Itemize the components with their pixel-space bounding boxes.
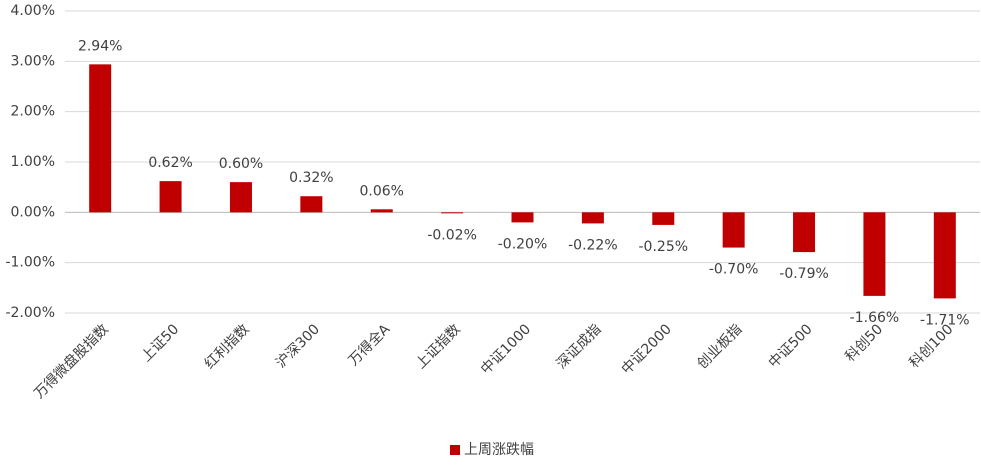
data-label: -0.70% (709, 262, 759, 278)
bar (722, 212, 745, 248)
y-tick-label: -1.00% (5, 255, 55, 271)
x-tick-label: 科创100 (906, 321, 956, 371)
x-tick-label: 上证指数 (413, 321, 464, 372)
x-tick-label: 深证成指 (554, 321, 605, 372)
x-tick-label: 中证500 (766, 321, 816, 371)
y-tick-label: 4.00% (11, 3, 55, 19)
data-label: -0.20% (498, 236, 548, 252)
bar (652, 212, 675, 225)
data-label: -1.66% (850, 310, 900, 326)
bar (300, 196, 323, 213)
data-label: 0.32% (289, 170, 333, 186)
legend-swatch (450, 445, 460, 455)
x-tick-label: 中证2000 (619, 321, 675, 377)
y-tick-label: 2.00% (11, 104, 55, 120)
data-label: -0.79% (779, 266, 829, 282)
x-tick-label: 万得微盘股指数 (31, 321, 112, 402)
bar (89, 64, 112, 213)
y-tick-label: 3.00% (11, 53, 55, 69)
data-label: 0.06% (359, 183, 403, 199)
bar (229, 182, 252, 213)
x-tick-label: 中证1000 (478, 321, 534, 377)
y-tick-label: -2.00% (5, 305, 55, 321)
x-tick-label: 科创50 (842, 321, 886, 365)
bar (793, 212, 816, 253)
data-label: -0.25% (639, 239, 689, 255)
data-label: 2.94% (78, 38, 122, 54)
bar (933, 212, 956, 299)
bar (863, 212, 886, 296)
y-tick-label: 1.00% (11, 154, 55, 170)
x-tick-label: 红利指数 (202, 321, 253, 372)
data-label: 0.60% (219, 156, 263, 172)
data-label: -1.71% (920, 312, 970, 328)
bar (581, 212, 604, 224)
x-tick-label: 创业板指 (694, 321, 745, 372)
data-label: 0.62% (148, 155, 192, 171)
x-tick-label: 上证50 (139, 321, 183, 365)
data-label: -0.22% (568, 237, 618, 253)
bar (370, 209, 393, 213)
data-label: -0.02% (427, 227, 477, 243)
x-tick-label: 万得全A (345, 320, 394, 369)
bar (511, 212, 534, 223)
x-tick-label: 沪深300 (273, 321, 323, 371)
y-tick-label: 0.00% (11, 204, 55, 220)
bar (159, 181, 182, 213)
bar (441, 212, 464, 214)
legend-label: 上周涨跌幅 (464, 442, 534, 458)
